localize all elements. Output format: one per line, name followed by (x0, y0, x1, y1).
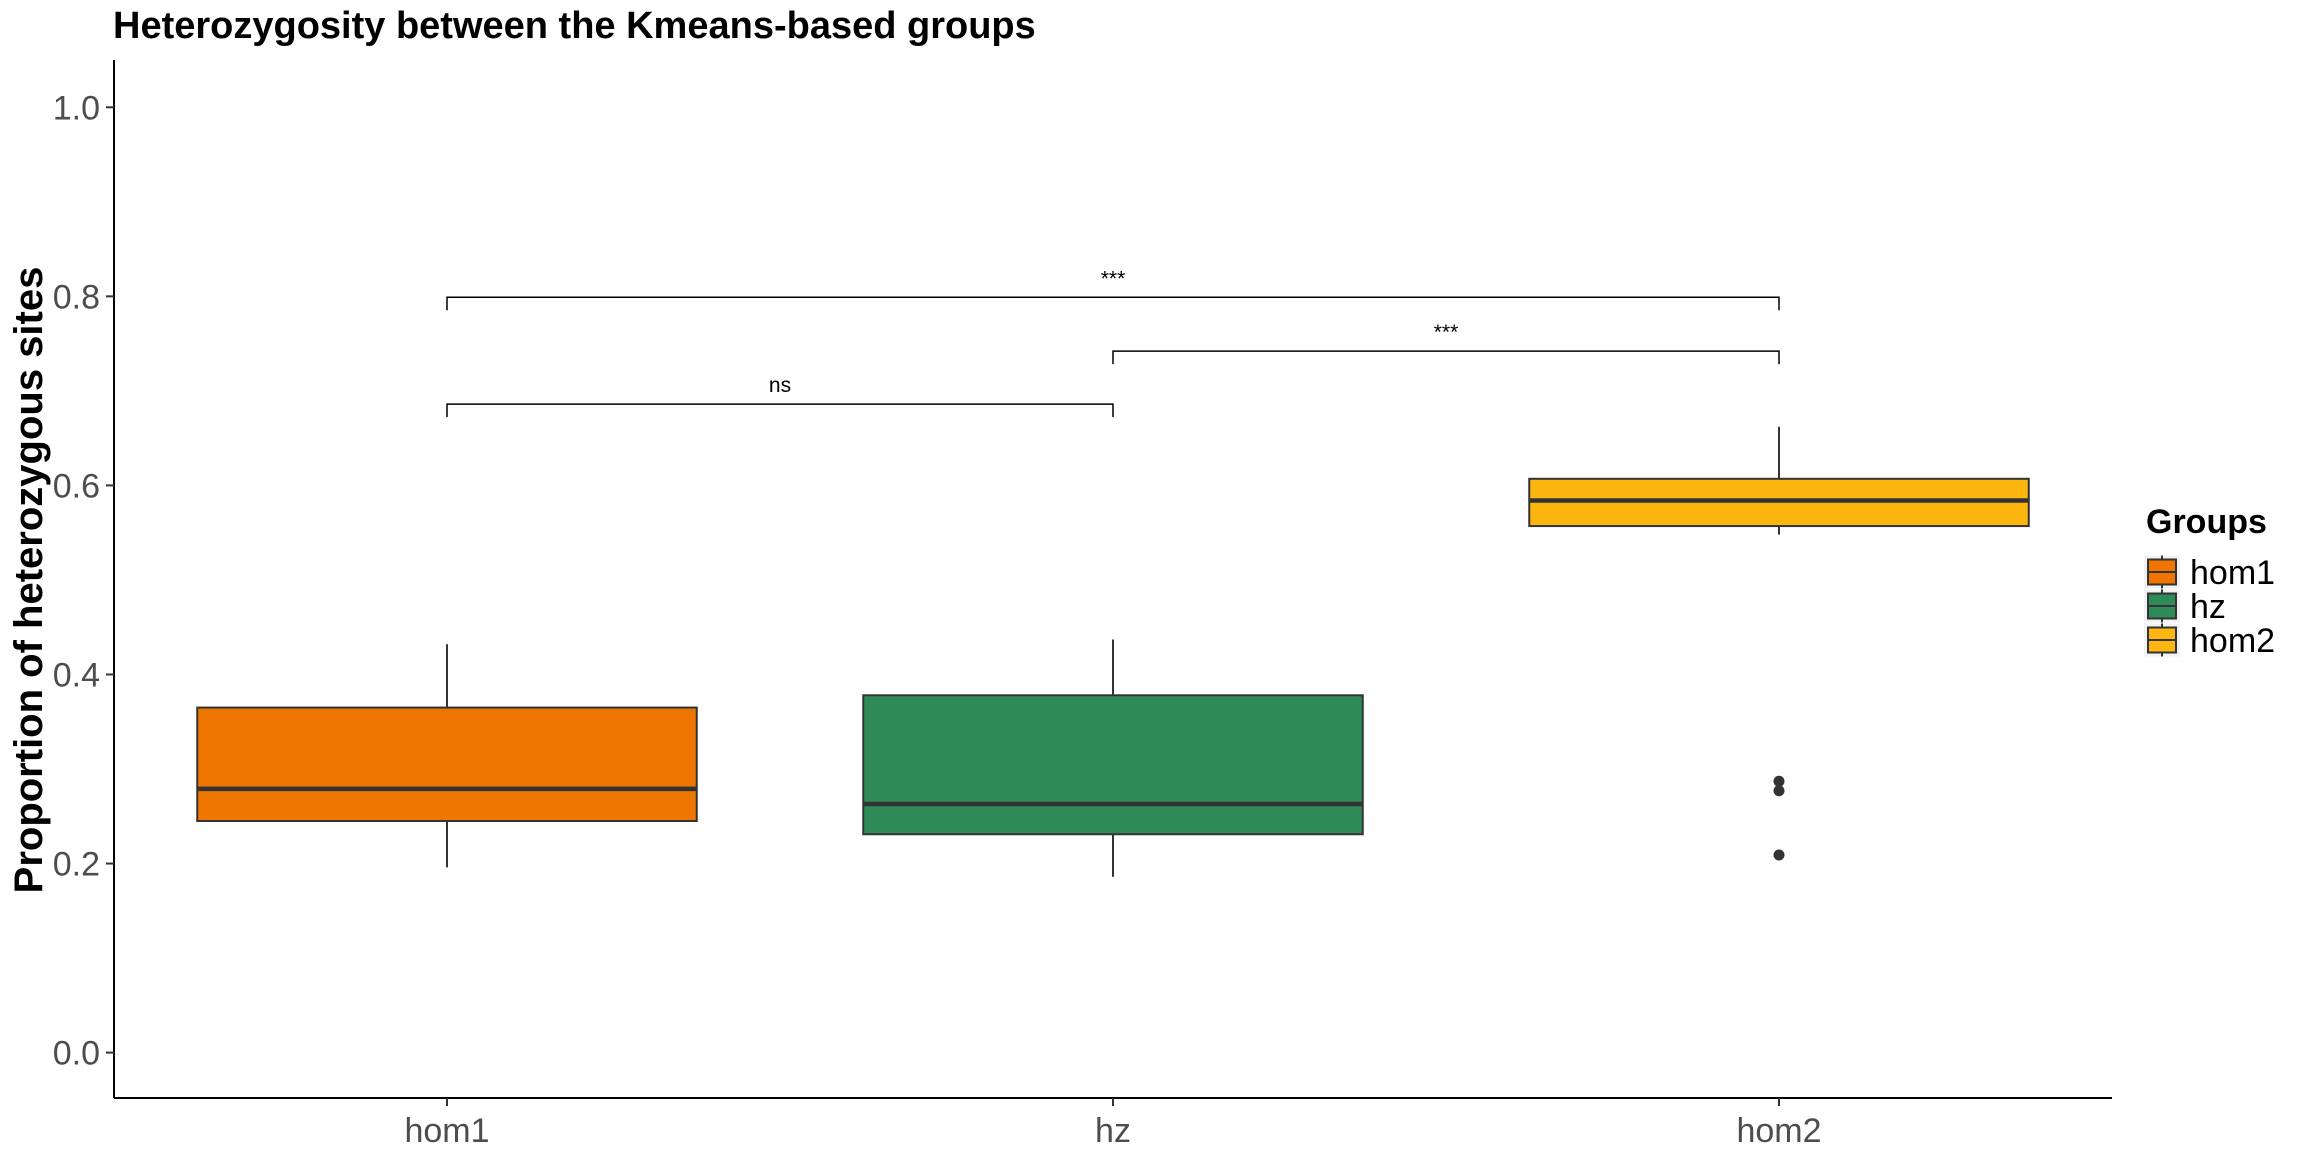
outlier-point (1773, 775, 1785, 787)
significance-label: *** (1434, 321, 1459, 344)
y-tick-label: 1.0 (53, 89, 100, 127)
y-axis-ticks: 0.0 0.2 0.4 0.6 0.8 1.0 (53, 89, 114, 1073)
significance-brackets: ns *** *** (446, 267, 1780, 418)
x-axis-ticks: hom1 hz hom2 (404, 1098, 1822, 1150)
legend-item-hz: hz (2144, 588, 2226, 626)
box-iqr (862, 694, 1364, 836)
boxes-layer (196, 426, 2030, 877)
box-hom2 (1528, 426, 2030, 861)
outlier-point (1773, 785, 1785, 797)
box-hom1 (196, 644, 698, 868)
x-tick-label: hz (1095, 1112, 1131, 1150)
legend-item-hom2: hom2 (2144, 622, 2275, 660)
y-tick-label: 0.8 (53, 278, 100, 316)
y-tick-label: 0.6 (53, 467, 100, 505)
x-tick-label: hom1 (404, 1112, 489, 1150)
significance-bracket (1112, 350, 1780, 365)
significance-bracket (446, 296, 1780, 311)
box-hz (862, 639, 1364, 877)
chart-title: Heterozygosity between the Kmeans-based … (113, 5, 1036, 47)
legend-label: hz (2190, 588, 2226, 626)
significance-bracket (446, 403, 1114, 418)
y-tick-label: 0.0 (53, 1035, 100, 1073)
y-axis-label: Proportion of heterozygous sites (7, 267, 51, 894)
x-tick-label: hom2 (1736, 1112, 1821, 1150)
box-iqr (196, 706, 698, 823)
legend-title: Groups (2146, 503, 2267, 541)
legend-label: hom2 (2190, 622, 2275, 660)
significance-label: *** (1101, 267, 1126, 290)
legend-label: hom1 (2190, 554, 2275, 592)
y-tick-label: 0.4 (53, 656, 100, 694)
significance-label: ns (769, 374, 791, 397)
outlier-point (1773, 849, 1785, 861)
y-tick-label: 0.2 (53, 846, 100, 884)
legend-item-hom1: hom1 (2144, 554, 2275, 592)
